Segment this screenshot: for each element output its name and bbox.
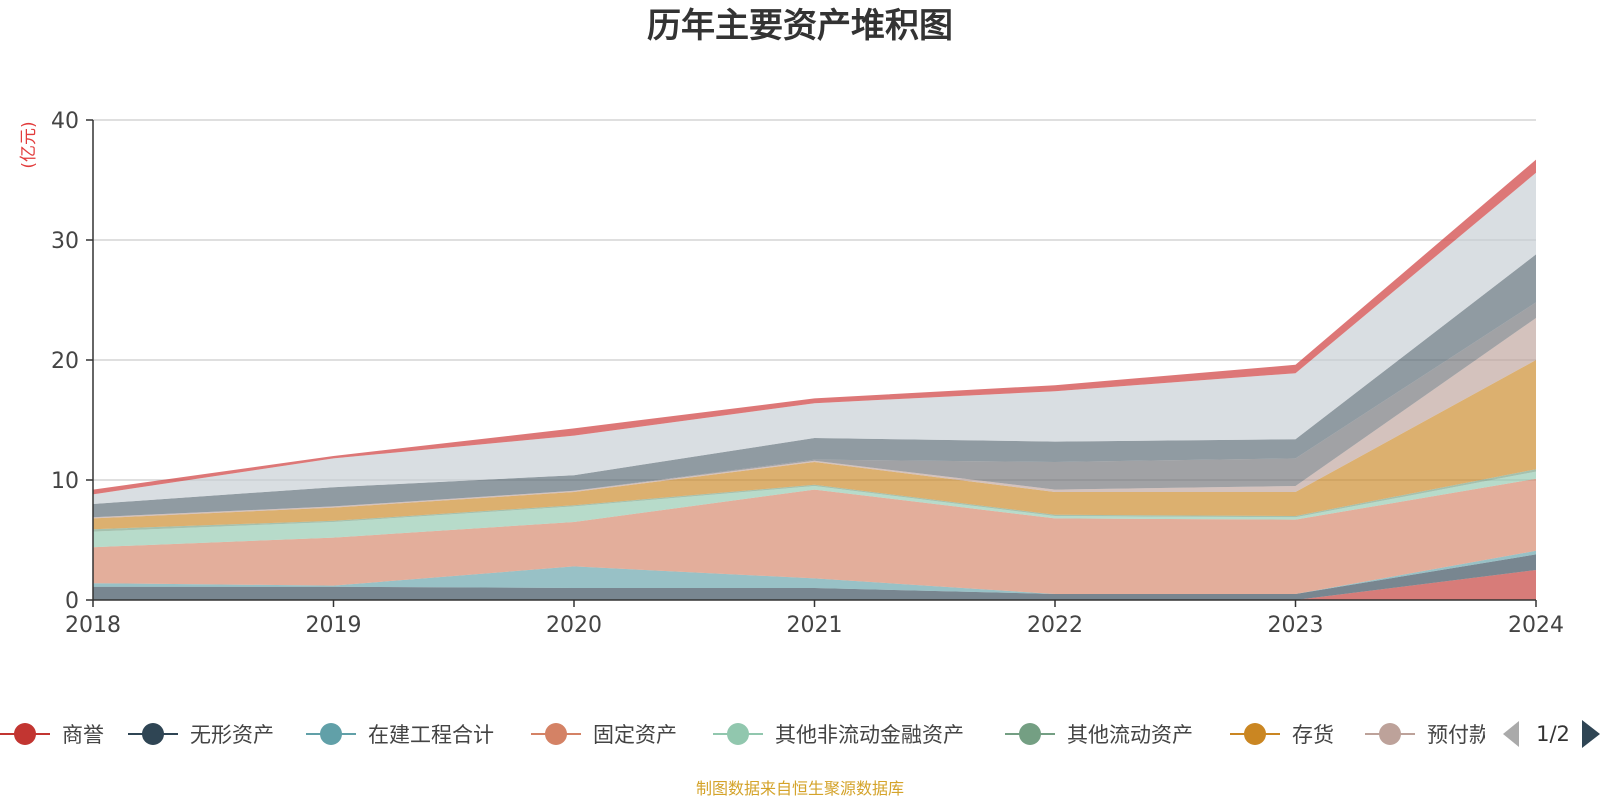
y-tick-label: 30 (51, 229, 79, 254)
x-axis-ticks: 2018 2019 2020 2021 2022 2023 2024 (65, 600, 1564, 638)
legend-label: 在建工程合计 (368, 723, 494, 747)
chart-title: 历年主要资产堆积图 (647, 6, 953, 46)
legend-label: 固定资产 (593, 723, 677, 747)
x-tick-label: 2019 (306, 613, 362, 638)
legend-label: 其他非流动金融资产 (775, 723, 964, 747)
legend-item[interactable]: 无形资产 (128, 723, 274, 747)
data-source-note: 制图数据来自恒生聚源数据库 (696, 779, 904, 798)
area-series-10 (93, 254, 1536, 518)
y-tick-label: 20 (51, 349, 79, 374)
legend-prev-arrow-icon[interactable] (1503, 721, 1519, 747)
legend-label: 无形资产 (190, 723, 274, 747)
area-series-6 (93, 469, 1536, 532)
legend-label: 预付款项 (1427, 723, 1511, 747)
legend-dot-icon (1379, 723, 1401, 745)
y-tick-label: 10 (51, 469, 79, 494)
legend-item[interactable]: 固定资产 (531, 723, 677, 747)
area-series-2 (93, 554, 1536, 600)
legend-dot-icon (727, 723, 749, 745)
legend-item[interactable]: 存货 (1230, 723, 1334, 747)
legend-dot-icon (1019, 723, 1041, 745)
area-series-11 (93, 172, 1536, 505)
area-series-3 (93, 550, 1536, 594)
area-series-1 (93, 570, 1536, 600)
x-tick-label: 2023 (1268, 613, 1324, 638)
area-series-4 (93, 478, 1536, 594)
legend: 商誉 无形资产 在建工程合计 固定资产 其他非流动金融资产 其他流动资产 存货 预付款项 (0, 723, 1511, 747)
y-axis-unit-label: (亿元) (19, 121, 39, 168)
legend-dot-icon (1244, 723, 1266, 745)
area-series-9 (93, 302, 1536, 518)
y-tick-label: 0 (65, 589, 79, 614)
y-tick-label: 40 (51, 109, 79, 134)
legend-label: 商誉 (62, 723, 104, 747)
legend-item[interactable]: 其他非流动金融资产 (713, 723, 964, 747)
legend-item[interactable]: 商誉 (0, 723, 104, 747)
legend-dot-icon (320, 723, 342, 745)
area-series-group (93, 159, 1536, 600)
y-axis-ticks: 0 10 20 30 40 (51, 109, 93, 614)
legend-pager: 1/2 (1503, 720, 1600, 748)
legend-page-indicator: 1/2 (1536, 722, 1570, 746)
legend-label: 存货 (1292, 723, 1334, 747)
legend-label: 其他流动资产 (1067, 723, 1193, 747)
x-tick-label: 2022 (1027, 613, 1083, 638)
legend-item[interactable]: 预付款项 (1365, 723, 1511, 747)
x-tick-label: 2018 (65, 613, 121, 638)
x-tick-label: 2020 (546, 613, 602, 638)
legend-item[interactable]: 在建工程合计 (306, 723, 494, 747)
legend-item[interactable]: 其他流动资产 (1005, 723, 1193, 747)
legend-next-arrow-icon[interactable] (1582, 720, 1600, 748)
x-tick-label: 2021 (787, 613, 843, 638)
area-series-7 (93, 360, 1536, 530)
legend-dot-icon (545, 723, 567, 745)
legend-dot-icon (142, 723, 164, 745)
legend-dot-icon (14, 723, 36, 745)
x-tick-label: 2024 (1508, 613, 1564, 638)
area-series-5 (93, 471, 1536, 548)
